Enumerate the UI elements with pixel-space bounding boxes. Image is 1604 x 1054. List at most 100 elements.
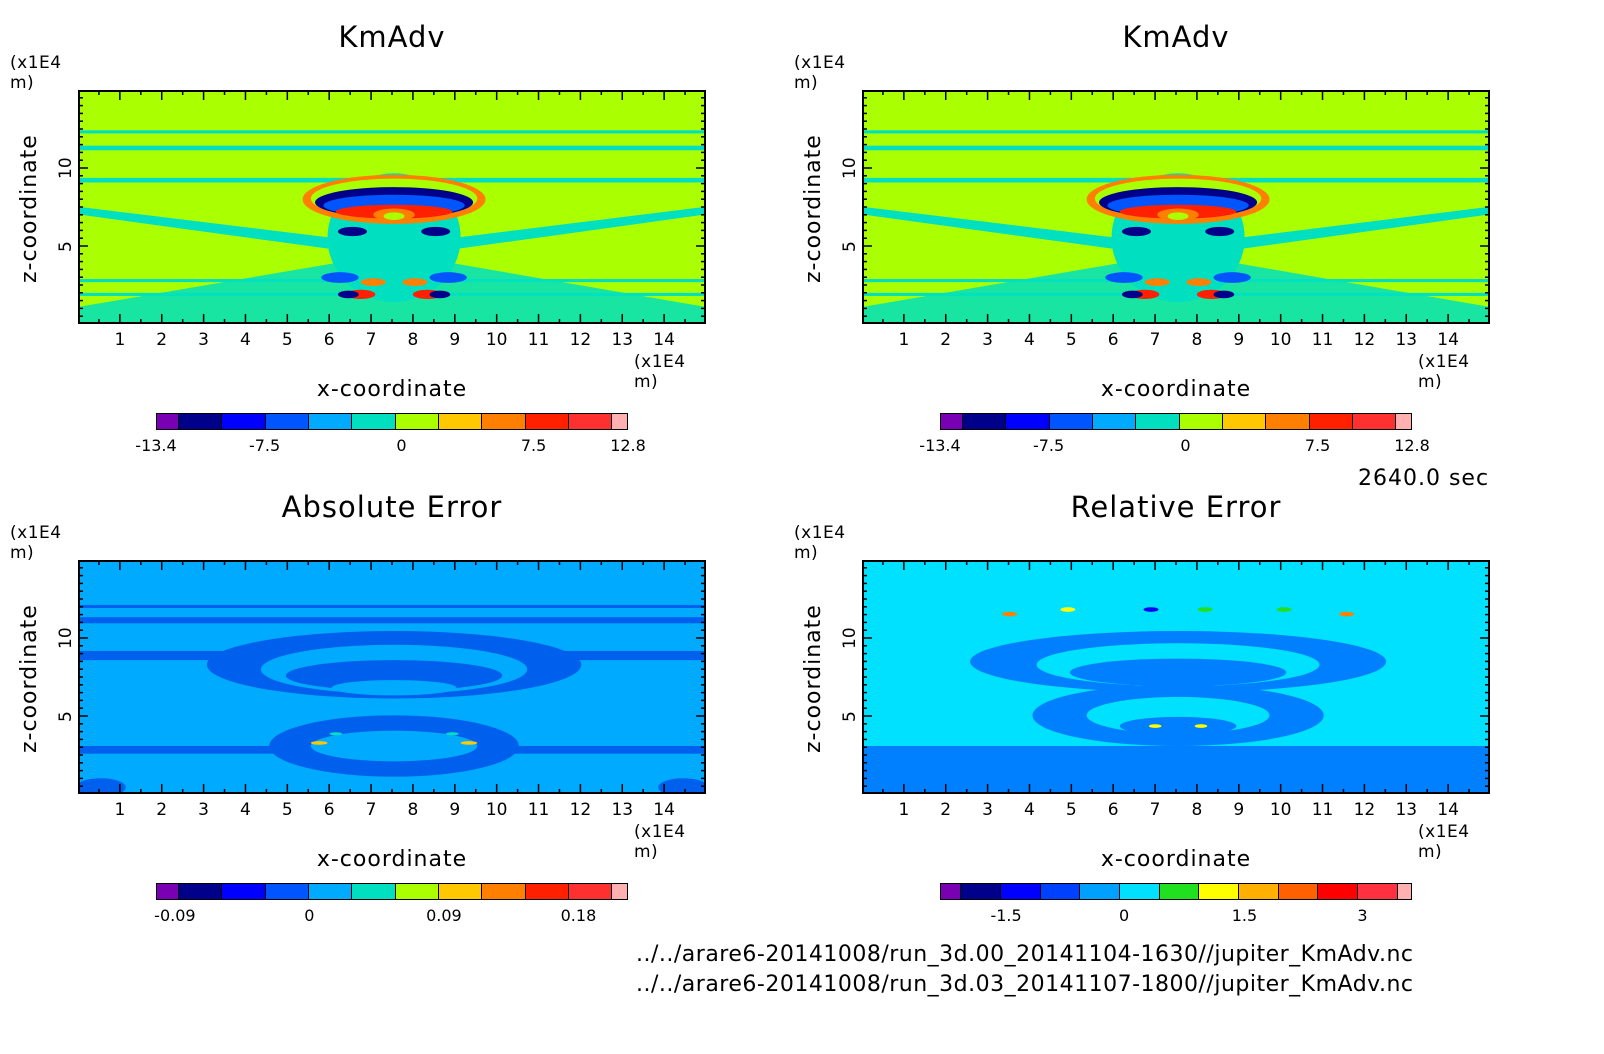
x-tick-label: 7 [365,330,377,350]
x-tick-label: 11 [1311,800,1334,820]
colorbar-segment [309,884,353,899]
x-tick-label: 6 [1107,800,1119,820]
colorbar-segment [179,414,223,429]
y-unit-label: (x1E4 m) [10,523,62,563]
colorbar-segment [1040,884,1081,899]
colorbar-segment [482,414,526,429]
x-tick-label: 9 [449,330,461,350]
chart-title: Absolute Error [281,490,503,524]
x-unit-label: (x1E4 m) [1418,822,1470,862]
x-tick-label: 2 [940,800,952,820]
x-tick-label: 14 [1437,330,1459,350]
heatmap-field [864,92,1488,322]
axis-ticks [78,90,706,324]
colorbar-segment [395,414,439,429]
colorbar-tick-label: -13.4 [919,436,961,455]
colorbar-segment [961,884,1001,899]
x-tick-label: 13 [611,800,634,820]
colorbar-tick-label: -7.5 [1032,436,1065,455]
x-tick-label: 8 [407,800,419,820]
colorbar-tick-label: 7.5 [1304,436,1331,455]
x-tick-label: 2 [156,330,168,350]
y-tick-label: 10 [56,157,76,179]
plot-area [75,560,709,797]
colorbar-tick-label: 0 [304,906,315,925]
colorbar-segment [568,884,613,899]
x-axis-label: x-coordinate [316,847,468,872]
colorbar-segment [941,414,964,429]
x-unit-label: (x1E4 m) [1418,352,1470,392]
colorbar-segment [1238,884,1279,899]
x-tick-label: 8 [407,330,419,350]
colorbar-tick-label: -7.5 [248,436,281,455]
colorbar-segment [438,884,483,899]
colorbar-segment [222,414,266,429]
y-unit-label: (x1E4 m) [10,53,62,93]
x-tick-label: 14 [1437,800,1459,820]
colorbar-tick-label: -13.4 [135,436,177,455]
colorbar-segment [1080,884,1120,899]
x-tick-label: 11 [527,330,550,350]
x-tick-label: 6 [323,800,335,820]
x-tick-label: 7 [1149,800,1161,820]
colorbar-segment [395,884,439,899]
colorbar-segment [941,884,962,899]
x-tick-label: 1 [114,330,126,350]
colorbar-tick-label: 0 [1118,906,1130,925]
colorbar-tick-label: -0.09 [154,906,196,925]
x-tick-label: 7 [1149,330,1161,350]
y-unit-label: (x1E4 m) [794,53,846,93]
colorbar-tick-label: 0 [1180,436,1191,455]
time-label: 2640.0 sec [1358,466,1490,491]
x-tick-label: 5 [281,330,293,350]
x-tick-label: 12 [569,330,592,350]
axis-ticks [78,560,706,794]
x-unit-label: (x1E4 m) [634,822,686,862]
colorbar-segment [352,884,396,899]
x-tick-label: 4 [240,330,251,350]
x-tick-label: 1 [898,330,910,350]
colorbar-segment [1159,884,1200,899]
colorbar-segment [1396,414,1411,429]
colorbar-segment [157,414,180,429]
colorbar-segment [482,884,526,899]
x-tick-label: 3 [982,800,993,820]
colorbar-segment [265,414,310,429]
x-tick-label: 13 [1395,800,1418,820]
colorbar-tick-label: 0 [396,436,407,455]
x-tick-label: 12 [1353,330,1376,350]
colorbar-tick-label: 12.8 [1394,436,1430,455]
colorbar-segment [1093,414,1137,429]
chart-title: KmAdv [1122,20,1230,54]
x-tick-label: 8 [1191,800,1203,820]
y-tick-label: 10 [840,157,860,179]
x-tick-label: 4 [1024,800,1035,820]
y-axis-label: z-coordinate [17,604,42,753]
colorbar-tick-label: -1.5 [990,906,1022,925]
colorbar [156,883,628,900]
x-axis-label: x-coordinate [316,377,468,402]
y-tick-label: 5 [840,240,860,252]
x-tick-label: 4 [1024,330,1035,350]
x-tick-label: 1 [898,800,910,820]
x-tick-label: 9 [1233,330,1245,350]
colorbar-segment [1119,884,1160,899]
colorbar-segment [1318,884,1358,899]
x-tick-label: 3 [198,330,209,350]
colorbar-segment [1006,414,1050,429]
chart-title: KmAdv [338,20,446,54]
x-tick-label: 5 [1065,330,1077,350]
file-path-1: ../../arare6-20141008/run_3d.00_20141104… [636,942,1414,967]
y-axis-label: z-coordinate [801,604,826,753]
file-path-2: ../../arare6-20141008/run_3d.03_20141107… [636,972,1414,997]
colorbar [940,883,1412,900]
colorbar-segment [179,884,223,899]
x-tick-label: 13 [1395,330,1418,350]
colorbar-segment [1266,414,1310,429]
colorbar-segment [525,414,569,429]
x-tick-label: 9 [449,800,461,820]
x-tick-label: 1 [114,800,126,820]
colorbar-segment [309,414,353,429]
x-tick-label: 5 [1065,800,1077,820]
x-tick-label: 2 [940,330,952,350]
